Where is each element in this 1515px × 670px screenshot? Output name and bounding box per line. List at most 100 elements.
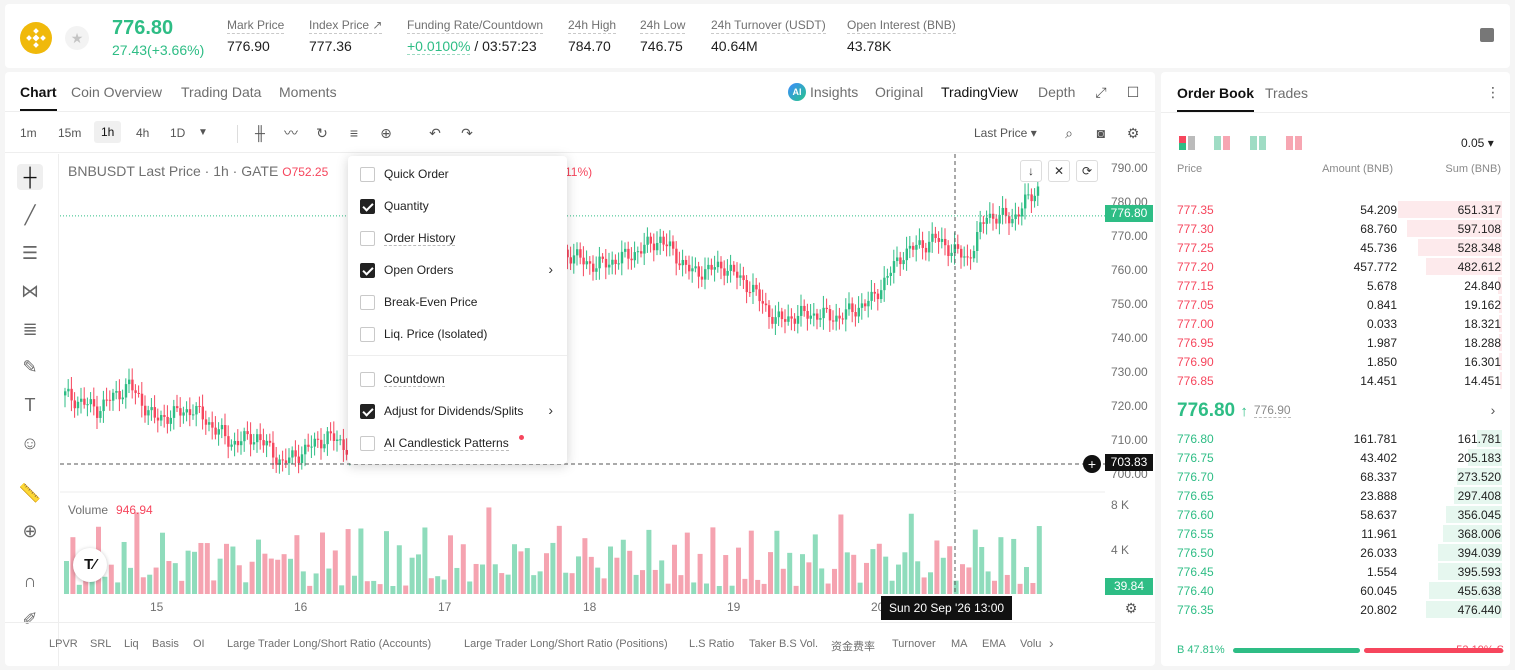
chevron-right-icon[interactable]: › [1049,635,1054,651]
order-book-row[interactable]: 776.70 68.337 273.520 [1161,467,1510,486]
menu-item-liq-price[interactable]: Liq. Price (Isolated) [348,318,567,350]
timeframe-1h[interactable]: 1h [94,121,122,143]
checkbox[interactable] [360,436,375,451]
chevron-down-icon[interactable]: ▼ [198,127,208,138]
pattern-icon[interactable]: ⋈ [21,281,39,301]
redo-icon[interactable]: ↷ [461,125,473,141]
order-book-row[interactable]: 776.90 1.850 16.301 [1161,352,1510,371]
favorite-star-icon[interactable]: ★ [65,26,89,50]
layout-split-icon[interactable] [1214,136,1230,150]
indicator-item[interactable]: OI [193,638,205,650]
tab-original[interactable]: Original [875,84,924,100]
menu-item-countdown[interactable]: Countdown [348,363,567,395]
last-price-select[interactable]: Last Price ▾ [974,126,1037,140]
order-book-row[interactable]: 776.40 60.045 455.638 [1161,581,1510,600]
tab-moments[interactable]: Moments [279,84,337,100]
checkbox[interactable] [360,263,375,278]
order-book-row[interactable]: 777.00 0.033 18.321 [1161,314,1510,333]
menu-item-quantity[interactable]: Quantity [348,190,567,222]
order-book-row[interactable]: 777.05 0.841 19.162 [1161,295,1510,314]
order-book-row[interactable]: 776.95 1.987 18.288 [1161,333,1510,352]
candlestick-chart[interactable] [60,154,1105,594]
notebook-icon[interactable] [1480,28,1494,42]
order-book-row[interactable]: 776.80 161.781 161.781 [1161,429,1510,448]
order-book-row[interactable]: 776.75 43.402 205.183 [1161,448,1510,467]
order-book-row[interactable]: 776.35 20.802 476.440 [1161,600,1510,619]
indicator-item[interactable]: EMA [982,638,1006,650]
tab-chart[interactable]: Chart [20,84,57,111]
mid-price[interactable]: 776.80 ↑ 776.90 [1177,400,1291,421]
settings-list-icon[interactable]: ≡ [349,125,359,141]
indicator-item[interactable]: Volu [1020,638,1042,650]
indicator-item[interactable]: Large Trader Long/Short Ratio (Accounts) [227,638,432,650]
search-icon[interactable]: ⌕ [1065,125,1073,141]
menu-item-break-even[interactable]: Break-Even Price [348,286,567,318]
order-book-row[interactable]: 777.30 68.760 597.108 [1161,219,1510,238]
scroll-down-icon[interactable]: ↓ [1020,160,1042,182]
text-icon[interactable]: T [24,395,36,415]
ruler-icon[interactable]: 📏 [18,483,42,503]
refresh-icon[interactable]: ↻ [316,125,328,141]
checkbox[interactable] [360,199,375,214]
indicator-item[interactable]: SRL [90,638,112,650]
indicators-icon[interactable]: 〰 [284,125,298,141]
layout-asks-icon[interactable] [1286,136,1302,150]
tab-coin-overview[interactable]: Coin Overview [71,84,163,100]
indicator-item[interactable]: L.S Ratio [689,638,735,650]
magnet-icon[interactable]: ∩ [23,571,37,591]
order-book-row[interactable]: 776.45 1.554 395.593 [1161,562,1510,581]
timeframe-1d[interactable]: 1D [170,126,186,140]
timeframe-15m[interactable]: 15m [58,126,82,140]
order-book-row[interactable]: 776.65 23.888 297.408 [1161,486,1510,505]
checkbox[interactable] [360,327,375,342]
trend-line-icon[interactable]: ╱ [24,205,36,225]
collapse-icon[interactable]: ✕ [1048,160,1070,182]
menu-item-quick-order[interactable]: Quick Order [348,158,567,190]
brush-icon[interactable]: ✎ [22,357,38,377]
order-book-row[interactable]: 776.85 14.451 14.451 [1161,371,1510,390]
menu-item-ai-patterns[interactable]: AI Candlestick Patterns [348,427,567,459]
order-book-row[interactable]: 776.60 58.637 356.045 [1161,505,1510,524]
indicator-item[interactable]: Taker B.S Vol. [749,638,819,650]
menu-item-open-orders[interactable]: Open Orders › [348,254,567,286]
zoom-in-icon[interactable]: ⊕ [22,521,38,541]
indicator-item[interactable]: Basis [152,638,179,650]
chart-settings-icon[interactable]: ⚙ [1124,600,1138,616]
order-book-row[interactable]: 777.20 457.772 482.612 [1161,257,1510,276]
window-icon[interactable]: ☐ [1126,84,1140,100]
more-options-icon[interactable]: ⋮ [1486,84,1500,100]
expand-icon[interactable]: ⤢ [1095,84,1107,100]
stat-index-price[interactable]: Index Price ↗ 777.36 [309,18,383,54]
add-icon[interactable]: ⊕ [380,125,392,141]
checkbox[interactable] [360,167,375,182]
chevron-right-icon[interactable]: › [1490,402,1496,418]
tab-tradingview[interactable]: TradingView [941,84,1019,100]
tab-trading-data[interactable]: Trading Data [181,84,262,100]
pen-icon[interactable]: ✐ [22,609,38,629]
tab-depth[interactable]: Depth [1038,84,1076,100]
undo-icon[interactable]: ↶ [429,125,441,141]
layout-both-icon[interactable] [1179,136,1195,150]
tab-insights[interactable]: Insights [810,84,859,100]
layout-bids-icon[interactable] [1250,136,1266,150]
candle-type-icon[interactable]: ╫ [255,125,265,141]
checkbox[interactable] [360,295,375,310]
order-book-row[interactable]: 776.50 26.033 394.039 [1161,543,1510,562]
order-book-row[interactable]: 777.35 54.209 651.317 [1161,200,1510,219]
indicator-item[interactable]: 资金费率 [831,641,875,653]
indicator-item[interactable]: Large Trader Long/Short Ratio (Positions… [464,638,668,650]
menu-item-adjust-dividends[interactable]: Adjust for Dividends/Splits › [348,395,567,427]
order-book-row[interactable]: 776.55 11.961 368.006 [1161,524,1510,543]
camera-icon[interactable]: ◙ [1096,125,1106,141]
add-alert-icon[interactable]: + [1083,455,1101,473]
menu-item-order-history[interactable]: Order History [348,222,567,254]
checkbox[interactable] [360,404,375,419]
indicator-item[interactable]: Liq [124,638,139,650]
precision-select[interactable]: 0.05 ▾ [1461,136,1494,150]
indicator-item[interactable]: MA [951,638,968,650]
fib-icon[interactable]: ≣ [22,319,38,339]
checkbox[interactable] [360,231,375,246]
gear-icon[interactable]: ⚙ [1126,125,1140,141]
tab-order-book[interactable]: Order Book [1177,85,1255,112]
checkbox[interactable] [360,372,375,387]
